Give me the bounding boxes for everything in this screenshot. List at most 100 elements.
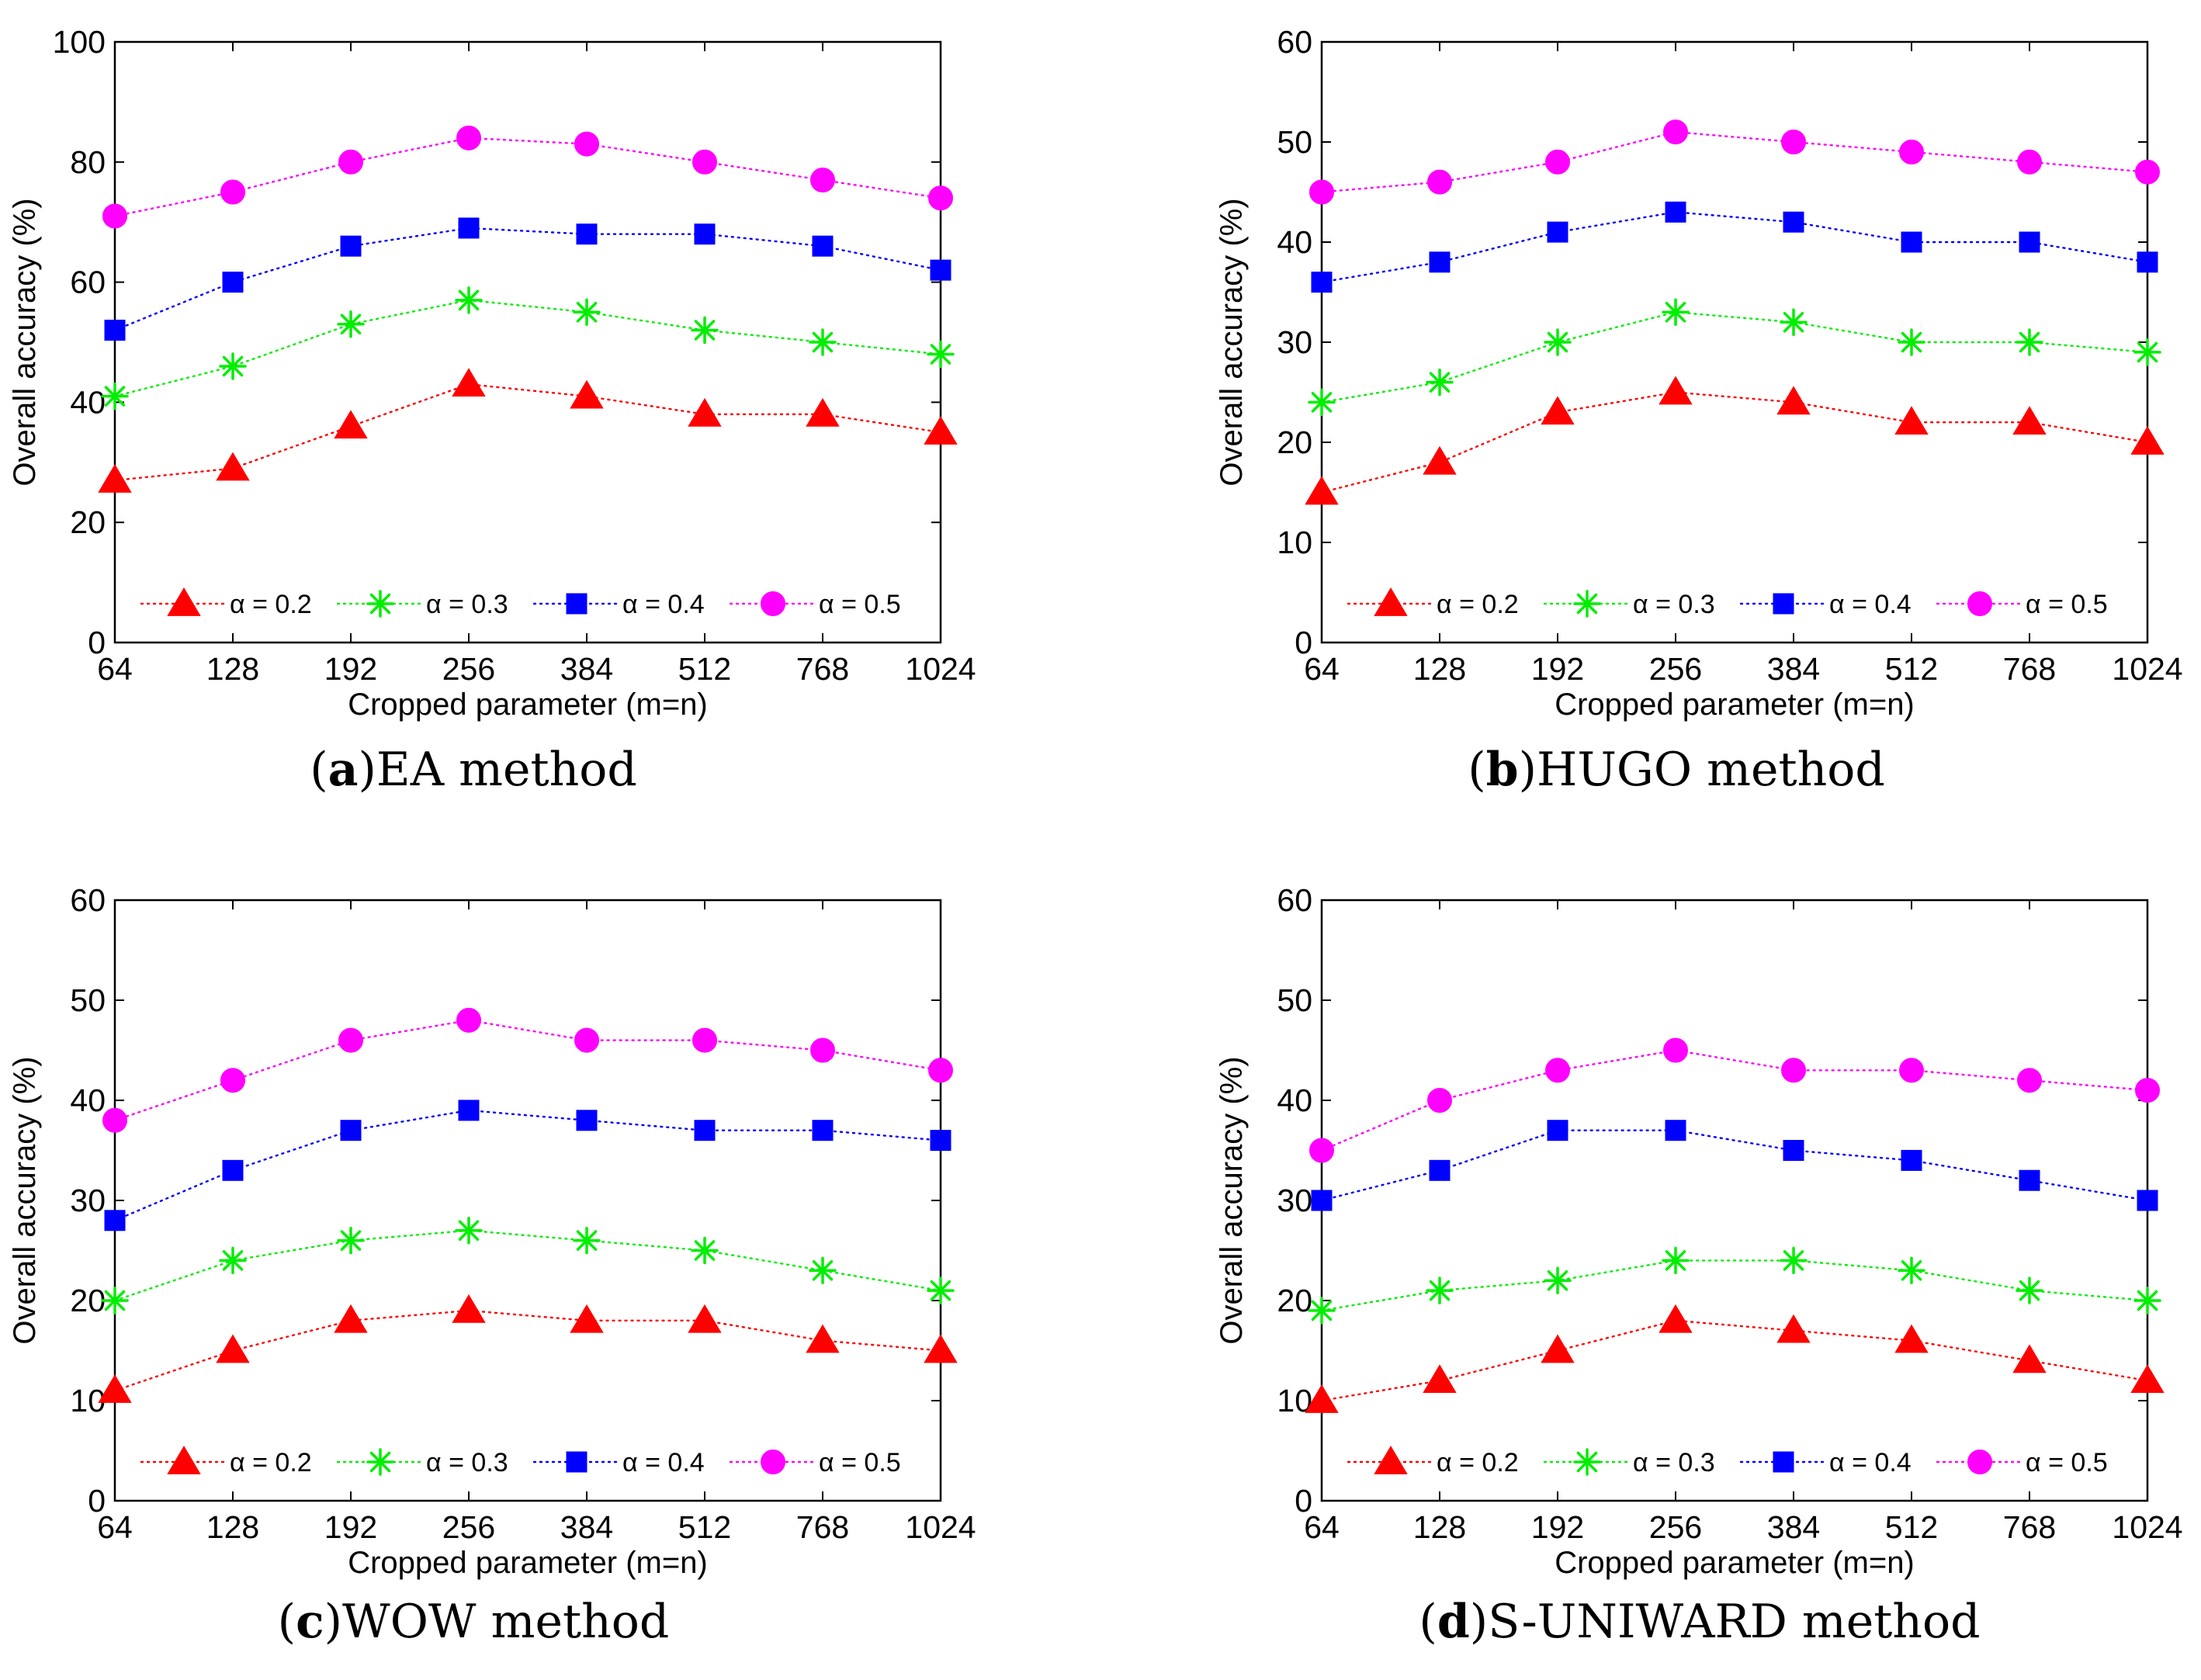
- x-axis-label: Cropped parameter (m=n): [1555, 1546, 1915, 1580]
- data-point: [1427, 1088, 1452, 1113]
- data-point: [1305, 476, 1339, 505]
- caption-letter: a: [328, 743, 359, 797]
- legend-label: α = 0.2: [1437, 1448, 1519, 1477]
- series-alpha-4: [104, 1100, 951, 1231]
- data-point: [101, 1287, 129, 1315]
- legend-marker: [1374, 1446, 1408, 1474]
- x-tick-label: 512: [1885, 651, 1938, 687]
- series-alpha-3: [1308, 298, 2161, 417]
- x-tick-label: 256: [442, 651, 495, 687]
- series-alpha-5: [1309, 1037, 2160, 1163]
- series-line: [113, 1229, 942, 1302]
- panel-caption: (d)S-UNIWARD method: [1419, 1595, 1980, 1649]
- y-tick-label: 0: [88, 1483, 106, 1519]
- data-point: [930, 1130, 951, 1152]
- panel-caption: (a)EA method: [310, 743, 637, 797]
- caption-paren-open: (: [310, 743, 328, 797]
- data-point: [1659, 376, 1693, 405]
- data-point: [810, 168, 835, 193]
- x-tick-label: 384: [560, 1509, 613, 1545]
- data-point: [1894, 1324, 1929, 1353]
- x-tick-label: 192: [1531, 1509, 1584, 1545]
- data-point: [2137, 251, 2158, 273]
- caption-letter: d: [1437, 1595, 1470, 1649]
- series-line: [1320, 1049, 2149, 1152]
- data-point: [1545, 1058, 1570, 1083]
- data-point: [1783, 1140, 1804, 1161]
- data-point: [576, 223, 598, 245]
- legend-label: α = 0.3: [426, 1448, 508, 1477]
- data-point: [2019, 231, 2040, 253]
- legend-label: α = 0.2: [230, 590, 312, 619]
- data-point: [573, 1226, 601, 1255]
- x-tick-label: 512: [1885, 1509, 1938, 1545]
- series-line: [113, 1109, 942, 1222]
- y-tick-label: 10: [1277, 1383, 1312, 1418]
- data-point: [1423, 445, 1457, 475]
- data-point: [222, 1159, 244, 1181]
- data-point: [2135, 159, 2160, 185]
- data-point: [1780, 1246, 1808, 1275]
- legend-marker: [761, 591, 785, 616]
- data-point: [1662, 1246, 1690, 1275]
- x-tick-label: 256: [442, 1509, 495, 1545]
- y-axis-label: Overall accuracy (%): [8, 1056, 42, 1344]
- caption-letter: c: [296, 1595, 324, 1649]
- caption-text: WOW method: [342, 1595, 669, 1649]
- data-point: [1429, 1159, 1451, 1181]
- data-point: [2016, 328, 2043, 356]
- legend-label: α = 0.4: [1829, 590, 1912, 619]
- data-point: [334, 410, 368, 439]
- legend-label: α = 0.2: [1437, 590, 1519, 619]
- data-point: [1429, 251, 1451, 273]
- x-tick-label: 768: [2003, 1509, 2056, 1545]
- panel-caption: (c)WOW method: [278, 1595, 670, 1649]
- data-point: [1899, 139, 1924, 165]
- series-line: [1320, 130, 2149, 193]
- data-point: [337, 310, 365, 338]
- caption-paren-open: (: [278, 1595, 296, 1649]
- series-alpha-3: [101, 286, 955, 410]
- y-tick-label: 30: [70, 1183, 106, 1218]
- data-point: [688, 1304, 722, 1333]
- data-point: [1305, 1384, 1339, 1413]
- x-tick-label: 512: [678, 1509, 731, 1545]
- legend-marker: [167, 1446, 201, 1474]
- data-point: [809, 328, 837, 356]
- x-tick-label: 768: [2003, 651, 2056, 687]
- data-point: [1547, 221, 1568, 243]
- series-line: [113, 137, 942, 217]
- data-point: [1309, 179, 1334, 205]
- data-point: [574, 1027, 599, 1053]
- data-point: [2016, 1276, 2043, 1304]
- legend-marker: [167, 587, 201, 616]
- plot-area: [113, 899, 942, 1502]
- data-point: [458, 1100, 480, 1121]
- data-point: [1783, 211, 1804, 233]
- data-point: [340, 1120, 362, 1141]
- data-point: [576, 1110, 598, 1131]
- y-tick-label: 0: [88, 625, 106, 660]
- series-line: [113, 383, 942, 482]
- data-point: [1662, 298, 1690, 327]
- data-point: [812, 235, 834, 257]
- data-point: [924, 416, 958, 445]
- x-tick-label: 128: [206, 651, 259, 687]
- legend-label: α = 0.4: [1829, 1448, 1912, 1477]
- series-line: [113, 1019, 942, 1122]
- data-point: [216, 452, 250, 481]
- series-alpha-2: [98, 368, 958, 493]
- x-axis-label: Cropped parameter (m=n): [348, 688, 708, 722]
- data-point: [2130, 1364, 2165, 1394]
- y-tick-label: 40: [1277, 1082, 1312, 1118]
- data-point: [812, 1120, 834, 1141]
- data-point: [574, 131, 599, 157]
- data-point: [334, 1304, 368, 1333]
- data-point: [1898, 328, 1925, 356]
- data-point: [570, 379, 604, 409]
- caption-paren-close: ): [324, 1595, 342, 1649]
- caption-text: HUGO method: [1537, 743, 1885, 797]
- y-tick-label: 20: [70, 504, 106, 540]
- data-point: [1545, 149, 1570, 175]
